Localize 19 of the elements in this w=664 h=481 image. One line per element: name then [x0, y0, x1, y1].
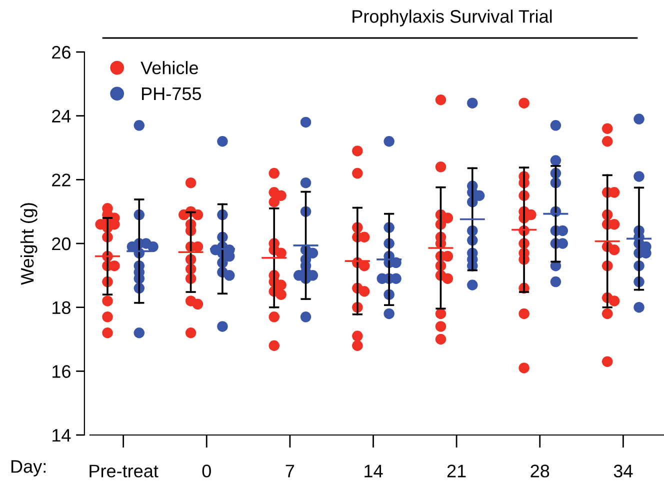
chart-title: Prophylaxis Survival Trial	[352, 10, 552, 26]
x-tick-label: 34	[614, 464, 633, 478]
legend-label: PH-755	[142, 88, 202, 100]
y-tick-label: 14	[52, 429, 71, 442]
y-tick-label: 24	[52, 110, 71, 122]
x-axis-title: Day:	[11, 460, 46, 476]
x-tick-label: 14	[364, 464, 383, 478]
x-tick-label: 7	[286, 464, 294, 478]
x-tick-label: 0	[202, 464, 211, 478]
x-tick-label: 28	[530, 464, 550, 478]
y-tick-label: 20	[52, 237, 71, 250]
y-tick-label: 16	[52, 365, 70, 378]
y-axis-title: Weight (g)	[20, 203, 38, 285]
x-tick-label: Pre-treat	[90, 464, 158, 478]
legend-label: Vehicle	[140, 61, 198, 74]
y-tick-label: 18	[52, 301, 70, 314]
x-tick-label: 21	[447, 464, 466, 478]
y-tick-label: 26	[52, 46, 70, 59]
y-tick-label: 22	[52, 174, 70, 186]
